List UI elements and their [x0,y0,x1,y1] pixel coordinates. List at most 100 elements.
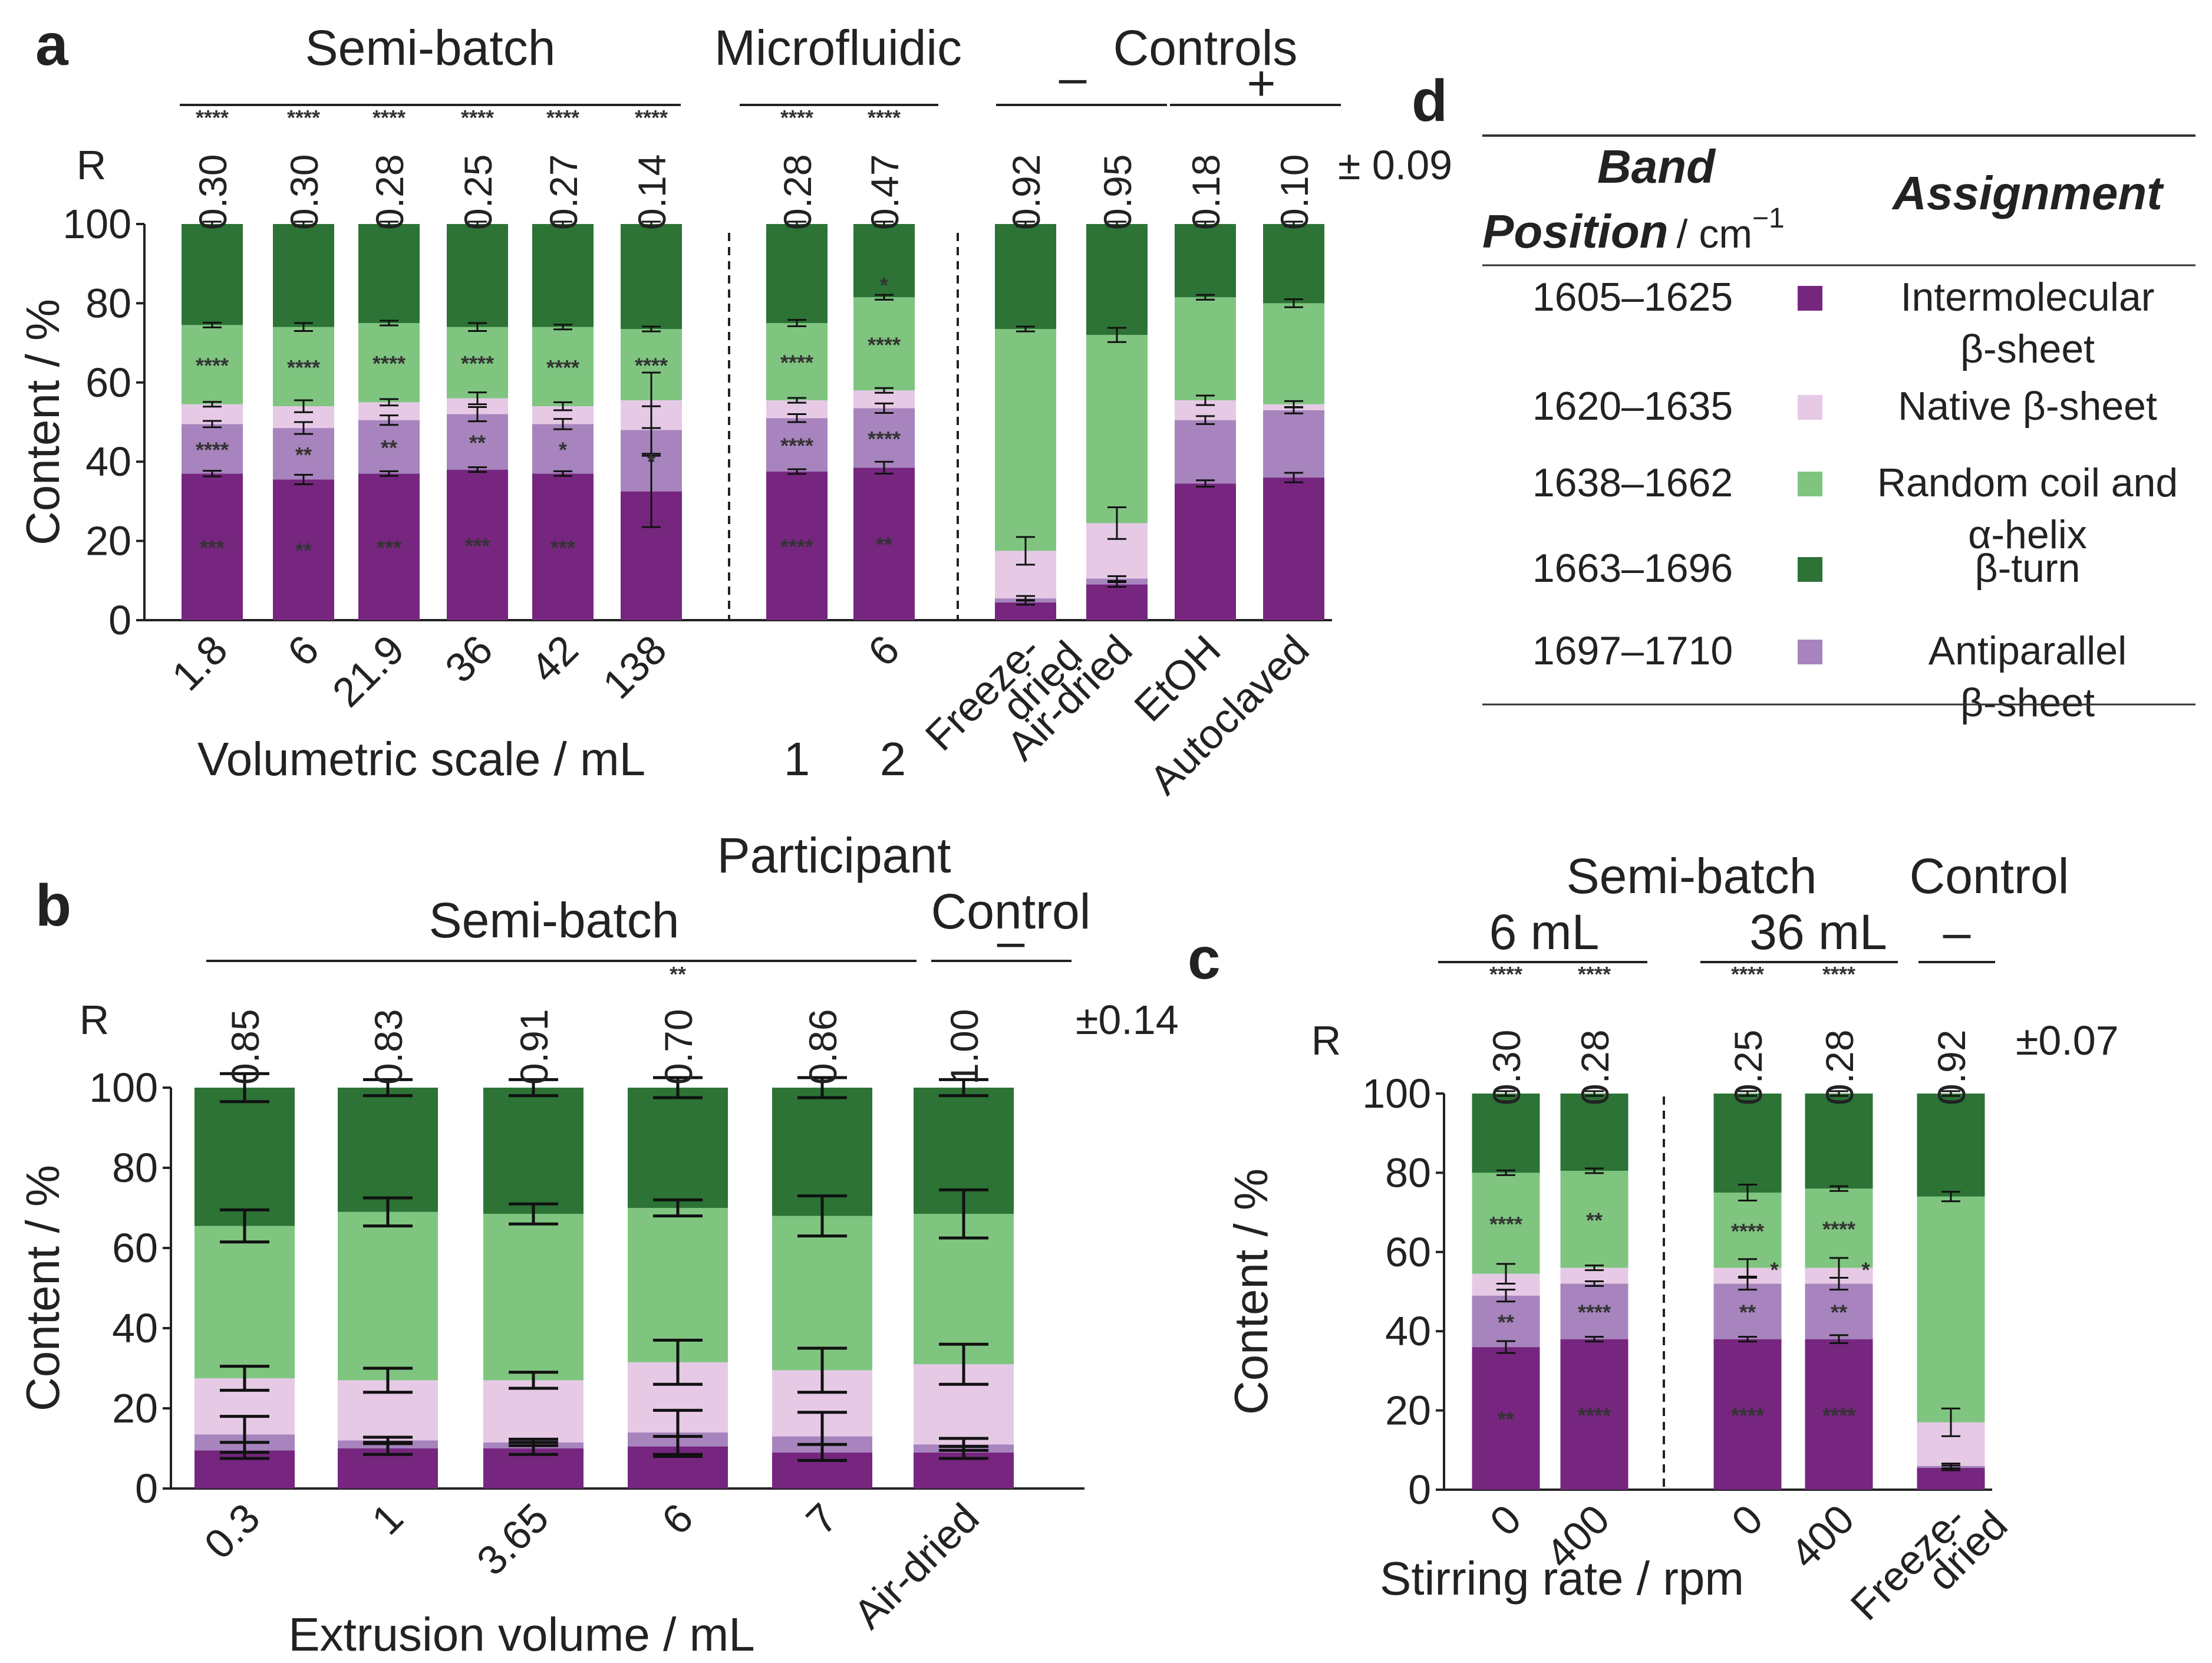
panel-b-control-neg: – [997,913,1025,969]
panel-a-bar-0-sig-0: *** [200,536,225,560]
panel-c-y-tick-label: 100 [1362,1071,1431,1117]
panel-c-bar-1-random [1560,1171,1628,1268]
panel-a-bar-7-turn [853,224,915,298]
panel-a-bar-8-r-value: 0.92 [1004,154,1048,230]
panel-a-bar-6-r-value: 0.28 [776,154,819,230]
legend-row-2-range: 1638–1662 [1532,460,1733,505]
legend-row-1-label-1: Native β-sheet [1898,384,2157,429]
panel-b-y-tick-label: 60 [112,1225,158,1271]
panel-c-bar-0-random [1472,1173,1540,1274]
panel-b-bar-0-x-label: 0.3 [196,1494,269,1567]
panel-letter-c: c [1188,926,1221,992]
panel-c-bar-2-anti [1713,1283,1782,1339]
panel-c-bar-0-inter [1472,1347,1540,1490]
panel-c-bar-3-random [1805,1188,1873,1268]
panel-a-bar-3-sig-1: ** [469,431,486,455]
panel-c-bar-0-r-sig: **** [1489,962,1522,986]
panel-a-bar-6-inter [766,472,828,620]
panel-b-bar-3-x-label: 6 [653,1494,702,1543]
legend-row-1-swatch [1798,395,1822,420]
panel-b-y-tick-label: 40 [112,1305,158,1351]
panel-a-bar-0-random [182,325,243,404]
panel-a-bar-5-sig-3: **** [635,354,668,378]
panel-c-bar-3-anti [1805,1283,1873,1339]
panel-c-bar-3-x-label: 400 [1782,1496,1863,1577]
panel-a-bar-1-anti [273,428,334,480]
legend-row-4-label-1: Antiparallel [1929,628,2127,673]
panel-a-bar-3-r-value: 0.25 [456,154,500,230]
panel-a-y-tick-label: 100 [62,201,131,247]
panel-a-bar-0-turn [182,224,243,325]
panel-a-bar-7-inter [853,467,915,620]
panel-c-bar-1-sig-0: **** [1578,1403,1611,1427]
legend-header-unit: / cm [1677,212,1752,256]
panel-a-bar-3-x-label: 36 [436,626,501,691]
panel-c-bar-1-anti [1560,1283,1628,1339]
panel-c-bar-1-sig-1: **** [1578,1300,1611,1325]
panel-c-y-tick-label: 40 [1385,1308,1431,1354]
panel-a-bar-0-anti [182,424,243,474]
panel-c-bar-3-turn [1805,1094,1873,1189]
legend-header-position-word: Position [1482,205,1669,258]
panel-a-bar-5-r-value: 0.14 [630,154,674,230]
panel-b-top-label: Participant [717,828,951,883]
panel-a-bar-6-anti [766,418,828,472]
panel-a-bar-7-r-sig: **** [868,106,901,130]
panel-c-bar-4-turn [1917,1094,1985,1197]
panel-b-bar-1-random [338,1211,438,1381]
panel-c-y-label: Content / % [1225,1168,1277,1415]
panel-b-group-semibatch: Semi-batch [429,893,680,948]
panel-a-bar-7-r-value: 0.47 [863,154,906,230]
panel-a-bar-10-turn [1175,224,1236,298]
legend-rows: 1605–1625 Intermolecular β-sheet 1620–1635 N… [1532,275,2178,725]
panel-c-y-tick-label: 20 [1385,1388,1431,1434]
panel-c-bar-4-r-value: 0.92 [1930,1030,1973,1105]
panel-a-bar-2-inter [358,473,420,620]
panel-b-y-tick-label: 80 [112,1145,158,1191]
panel-c-bar-1-r-sig: **** [1578,962,1611,986]
panel-c-bar-0-sig-1: ** [1498,1310,1514,1334]
panel-a-bar-9-turn [1086,224,1148,335]
panel-b-bar-0-random [195,1226,295,1378]
panel-a-bar-1-sig-1: ** [295,443,312,467]
legend-row-0-label-2: β-sheet [1960,327,2095,371]
panel-a-bar-4-sig-3: **** [546,355,579,380]
panel-a-bar-1-sig-3: **** [287,355,320,380]
panel-a-controls-neg: – [1059,50,1087,105]
panel-c-bar-2-x-label: 0 [1723,1496,1772,1545]
panel-a-bar-7-sig-3: **** [868,332,901,357]
panel-b-y-tick-label: 100 [89,1065,158,1111]
panel-b-bar-0-r-value: 0.85 [223,1009,267,1085]
panel-c-bar-1-inter [1560,1339,1628,1490]
legend-row-4-range: 1697–1710 [1532,628,1733,673]
panel-a-bar-1-sig-0: ** [295,539,312,563]
panel-a-bar-1-turn [273,224,334,327]
panel-a-bar-4-x-label: 42 [522,626,586,691]
panel-letter-d: d [1412,68,1448,134]
panel-b-bar-4-x-label: 7 [797,1494,846,1543]
panel-a-bar-4-inter [532,473,594,620]
legend-row-4-swatch [1798,640,1822,664]
panel-c-bar-0-sig-3: **** [1489,1212,1522,1236]
panel-a-bar-4-sig-1: * [559,437,567,462]
panel-b-bar-2-r-value: 0.91 [512,1009,556,1085]
panel-a-bar-9-inter [1086,584,1148,620]
legend-row-4-label-2: β-sheet [1960,680,2095,725]
panel-c-y-tick-label: 80 [1385,1150,1431,1196]
panel-c-bar-2-sig-0: **** [1731,1403,1764,1427]
panel-a-bar-4-sig-0: *** [550,536,575,560]
panel-a-x-label: Volumetric scale / mL [197,733,645,785]
panel-b-bar-0-turn [195,1088,295,1226]
panel-a-bar-5-x-label: 138 [594,626,675,707]
panel-a-bar-0-sig-3: **** [196,354,229,378]
panel-a-bar-7-sig-0: ** [876,533,892,557]
panel-a-group-controls: Controls [1113,20,1298,75]
panel-b-bar-3-random [628,1208,728,1362]
panel-a-bar-5-turn [621,224,682,330]
panel-a-bar-3-sig-3: **** [461,351,494,376]
panel-b-y-tick-label: 20 [112,1385,158,1431]
panel-c-group-semibatch: Semi-batch [1567,848,1817,904]
panel-c-bar-3-sig-1: ** [1831,1300,1847,1325]
legend-row-2-label-1: Random coil and [1877,460,2178,505]
